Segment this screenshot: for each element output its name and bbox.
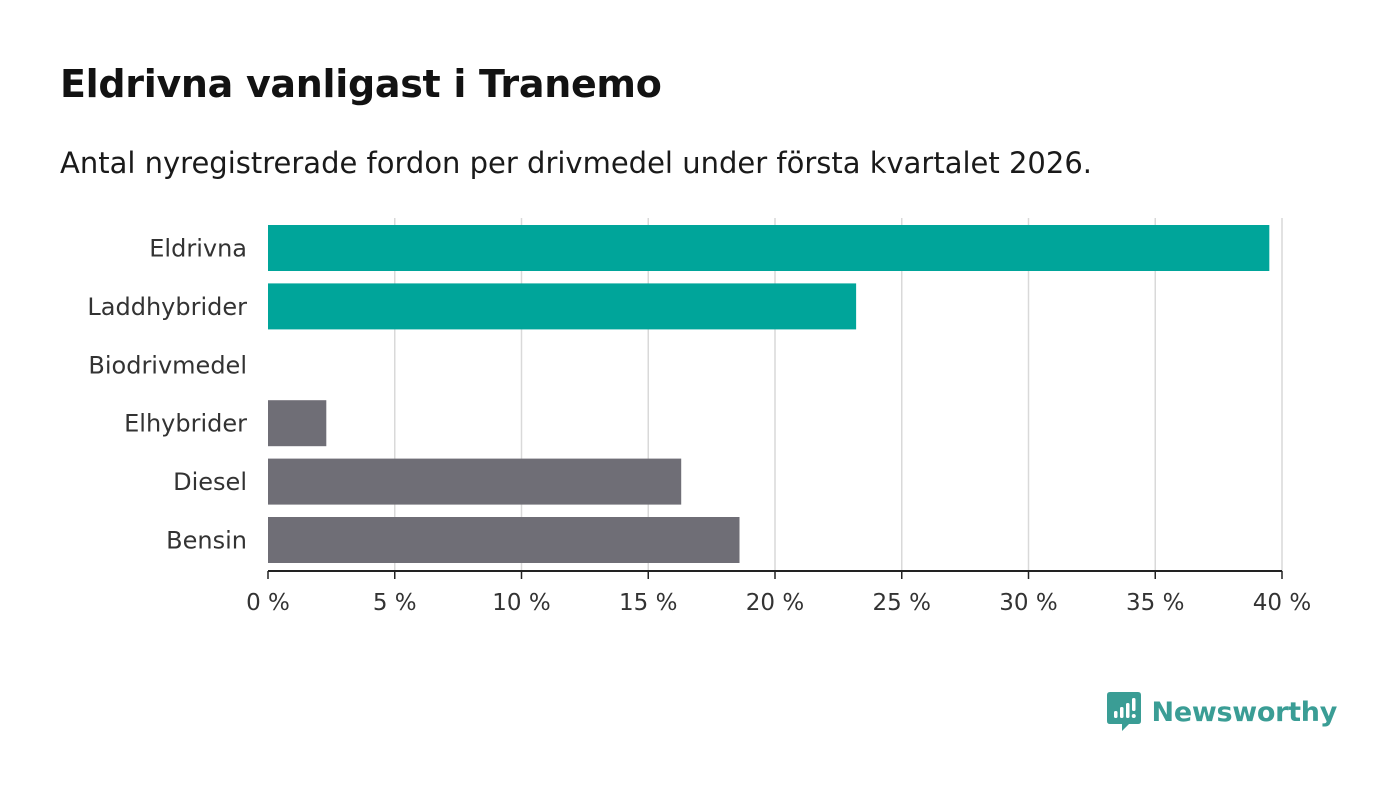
x-tick-label: 20 % xyxy=(746,590,804,616)
bar-elhybrider xyxy=(268,400,327,447)
category-labels: Eldrivna Laddhybrider Biodrivmedel Elhybrid… xyxy=(87,235,247,555)
chart-subtitle: Antal nyregistrerade fordon per drivmede… xyxy=(60,146,1093,180)
x-tick-label: 25 % xyxy=(873,590,931,616)
bar-bensin xyxy=(268,517,740,563)
x-tick-label: 30 % xyxy=(999,590,1057,616)
x-tick-label: 35 % xyxy=(1126,590,1184,616)
x-tick-label: 40 % xyxy=(1253,590,1311,616)
category-label: Biodrivmedel xyxy=(88,351,247,379)
bars xyxy=(268,225,1270,563)
category-label: Diesel xyxy=(173,468,247,496)
x-axis: 0 % 5 % 10 % 15 % 20 % 25 % 30 % 35 % 40 % xyxy=(246,570,1311,616)
bar-laddhybrider xyxy=(268,283,857,330)
gridlines xyxy=(394,218,1283,571)
x-tick-label: 15 % xyxy=(619,590,677,616)
x-tick-label: 10 % xyxy=(492,590,550,616)
category-label: Elhybrider xyxy=(124,410,247,438)
category-label: Eldrivna xyxy=(149,235,247,263)
chart-speech-bubble-icon xyxy=(1106,692,1141,731)
chart-title: Eldrivna vanligast i Tranemo xyxy=(60,62,662,106)
newsworthy-logo: Newsworthy xyxy=(1106,692,1338,732)
bar-eldrivna xyxy=(268,225,1270,271)
category-label: Laddhybrider xyxy=(87,293,247,321)
x-tick-label: 5 % xyxy=(373,590,417,616)
x-tick-label: 0 % xyxy=(246,590,290,616)
bar-diesel xyxy=(268,458,682,505)
brand-name: Newsworthy xyxy=(1151,696,1338,728)
category-label: Bensin xyxy=(166,527,247,555)
